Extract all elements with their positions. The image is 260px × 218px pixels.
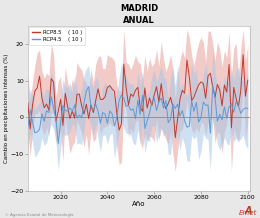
Text: A: A [245, 206, 252, 216]
Title: MADRID
ANUAL: MADRID ANUAL [120, 4, 158, 25]
Text: © Agencia Estatal de Meteorología: © Agencia Estatal de Meteorología [5, 213, 74, 217]
Text: Emet: Emet [239, 210, 257, 216]
Legend: RCP8.5    ( 10 ), RCP4.5    ( 10 ): RCP8.5 ( 10 ), RCP4.5 ( 10 ) [29, 27, 84, 45]
Y-axis label: Cambio en precipitaciones intensas (%): Cambio en precipitaciones intensas (%) [4, 54, 9, 163]
X-axis label: Año: Año [132, 201, 146, 207]
